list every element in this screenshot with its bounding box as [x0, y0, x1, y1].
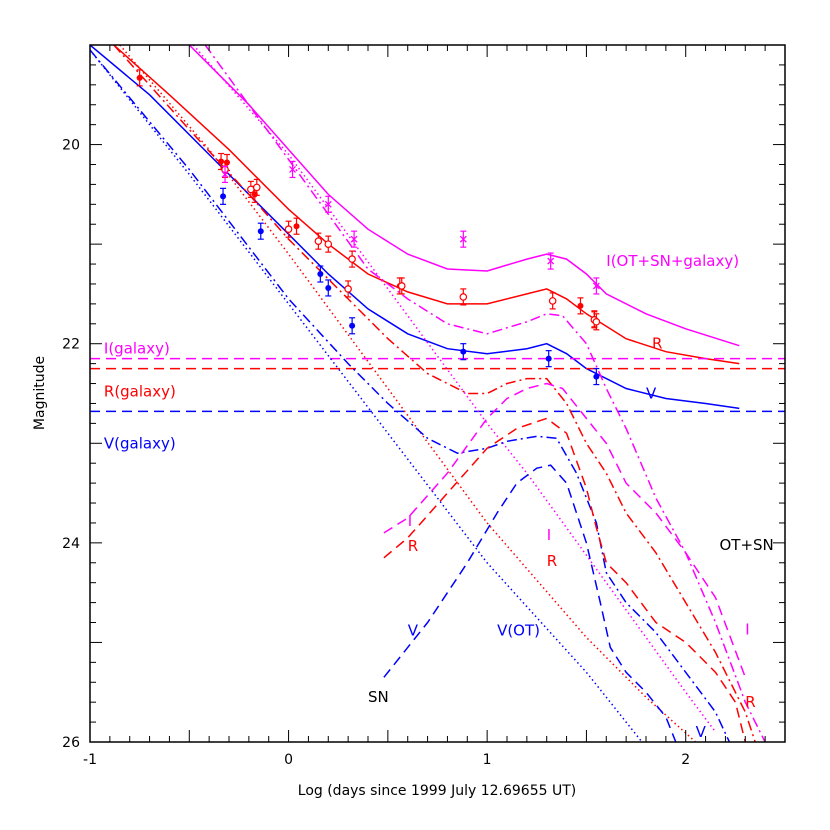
annotation-5: V(galaxy): [104, 434, 176, 452]
annotation-1: R: [652, 335, 662, 353]
data-point-V-filled-3: [325, 279, 332, 297]
y-tick-label-2: 24: [62, 536, 80, 552]
data-point-I-cross-3: [350, 230, 358, 248]
y-axis-label: Magnitude: [32, 356, 48, 430]
data-point-V-filled-1: [257, 222, 264, 240]
y-tick-label-3: 26: [62, 735, 80, 751]
data-point-V-filled-4: [349, 317, 356, 335]
axes: -1 0 1 2 20 22 24 26: [62, 44, 786, 768]
data-point-R-open-2: [252, 178, 261, 196]
curve-I-dashed-12: [383, 382, 747, 678]
annotation-11: V: [408, 621, 419, 639]
annotation-9: R: [547, 552, 557, 570]
model-curves: [90, 45, 785, 742]
annotation-0: I(OT+SN+galaxy): [606, 252, 739, 270]
data-point-R-open-5: [324, 235, 333, 253]
annotation-16: V: [696, 723, 707, 741]
y-tick-label-1: 22: [62, 337, 80, 353]
annotation-8: I: [547, 526, 551, 544]
data-point-R-open-3: [284, 220, 293, 238]
annotation-12: V(OT): [497, 621, 540, 639]
annotation-3: I(galaxy): [104, 340, 170, 358]
x-tick-label-2: 1: [483, 752, 492, 768]
x-axis-label: Log (days since 1999 July 12.69655 UT): [298, 783, 576, 799]
curve-R-dashdot-10: [113, 45, 756, 742]
x-tick-label-3: 2: [681, 752, 690, 768]
data-point-I-cross-1: [289, 160, 297, 179]
data-point-V-filled-7: [593, 367, 600, 386]
annotation-14: SN: [368, 688, 389, 706]
data-point-R-filled-0: [136, 69, 143, 87]
y-tick-label-0: 20: [62, 138, 80, 154]
data-point-R-open-10: [548, 292, 557, 310]
curve-I-dashdot-9: [204, 45, 766, 742]
annotation-13: I: [745, 620, 749, 638]
data-point-R-open-9: [459, 288, 468, 306]
plot-frame: [89, 44, 786, 743]
data-point-I-cross-6: [592, 277, 600, 295]
data-point-R-open-1: [247, 180, 255, 198]
data-point-V-filled-6: [545, 350, 552, 368]
x-tick-label-0: -1: [83, 752, 97, 768]
curve-V-dashed-14: [383, 464, 677, 742]
annotation-10: OT+SN: [719, 536, 773, 554]
annotation-4: R(galaxy): [104, 383, 176, 401]
curve-R-solid-1: [113, 45, 740, 365]
data-point-V-filled-5: [460, 343, 467, 361]
x-tick-label-1: 0: [284, 752, 293, 768]
curve-R-dashed-13: [383, 417, 747, 742]
curve-I-solid-0: [188, 45, 740, 347]
data-point-I-cross-4: [459, 230, 467, 248]
data-point-V-filled-0: [220, 187, 227, 205]
curve-V-solid-2: [90, 45, 740, 410]
data-point-R-open-8: [397, 277, 406, 295]
data-point-R-open-7: [348, 250, 356, 268]
data-point-R-open-12: [592, 313, 601, 331]
annotation-15: R: [745, 693, 755, 711]
data-point-I-cross-5: [547, 252, 555, 270]
data-point-R-open-4: [314, 232, 323, 250]
data-point-I-cross-0: [221, 165, 229, 184]
annotation-6: I: [408, 512, 412, 530]
annotation-2: V: [646, 385, 657, 403]
curve-annotations: I(OT+SN+galaxy) R V I(galaxy) R(galaxy) V(gal…: [104, 252, 774, 741]
curve-R-dotted-7: [119, 45, 697, 742]
data-point-R-filled-6: [577, 297, 584, 315]
annotation-7: R: [408, 537, 418, 555]
curve-V-dashdot-11: [90, 49, 731, 742]
data-point-R-open-6: [344, 280, 352, 298]
observed-data-points: [136, 69, 601, 386]
data-point-V-filled-2: [317, 265, 324, 283]
curve-I-dotted-6: [192, 45, 717, 733]
data-point-R-filled-4: [293, 217, 300, 235]
data-point-I-cross-2: [324, 195, 332, 213]
